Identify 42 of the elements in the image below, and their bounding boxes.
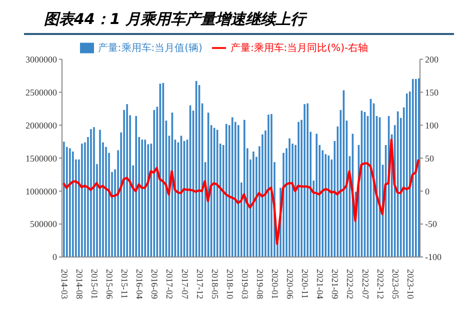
- x-tick-label: 2020-06: [285, 269, 296, 300]
- y2-tick-label: -100: [425, 252, 442, 262]
- x-tick-label: 2022-12: [375, 269, 386, 299]
- y-tick-label: 2500000: [26, 87, 58, 98]
- y2-tick-label: 100: [425, 120, 439, 130]
- x-tick-label: 2017-07: [180, 269, 190, 300]
- y2-tick-label: 150: [425, 87, 439, 98]
- x-tick-label: 2015-11: [120, 269, 130, 299]
- x-tick-label: 2018-05: [210, 269, 220, 300]
- chart-title: 图表44：1 月乘用车产量增速继续上行: [24, 8, 454, 35]
- y-tick-label: 1500000: [26, 153, 58, 164]
- y2-tick-label: 0: [425, 186, 430, 196]
- y2-tick-label: 200: [425, 54, 439, 64]
- x-tick-label: 2023-05: [390, 269, 400, 300]
- y2-tick-label: -50: [425, 219, 438, 230]
- x-tick-label: 2020-11: [300, 269, 310, 299]
- x-tick-label: 2022-02: [345, 269, 356, 299]
- legend-label: 产量:乘用车:当月值(辆): [98, 43, 202, 54]
- x-tick-label: 2019-03: [240, 269, 250, 300]
- x-tick-label: 2023-10: [405, 269, 416, 300]
- legend-label: 产量:乘用车:当月同比(%)-右轴: [230, 43, 368, 54]
- x-tick-label: 2017-02: [164, 269, 175, 299]
- x-tick-label: 2021-09: [330, 269, 340, 300]
- x-tick-label: 2016-09: [150, 269, 160, 300]
- y2-tick-label: 50: [425, 153, 434, 164]
- line-series: [62, 138, 420, 245]
- x-tick-label: 2015-06: [104, 269, 115, 300]
- y-tick-label: 2000000: [26, 120, 58, 130]
- x-tick-label: 2015-01: [90, 269, 100, 299]
- x-tick-label: 2021-04: [315, 269, 326, 300]
- x-tick-label: 2019-08: [254, 269, 265, 300]
- x-tick-label: 2014-08: [74, 269, 84, 300]
- y-tick-label: 0: [52, 252, 58, 262]
- x-tick-label: 2016-04: [134, 269, 145, 300]
- x-tick-label: 2014-03: [59, 269, 70, 300]
- x-tick-label: 2022-07: [360, 269, 370, 300]
- x-tick-label: 2018-10: [224, 269, 235, 300]
- x-tick-label: 2020-01: [270, 269, 280, 299]
- y-tick-label: 500000: [30, 219, 58, 230]
- x-tick-label: 2017-12: [194, 269, 205, 299]
- y-tick-label: 3000000: [26, 54, 58, 64]
- y-tick-label: 1000000: [26, 186, 58, 196]
